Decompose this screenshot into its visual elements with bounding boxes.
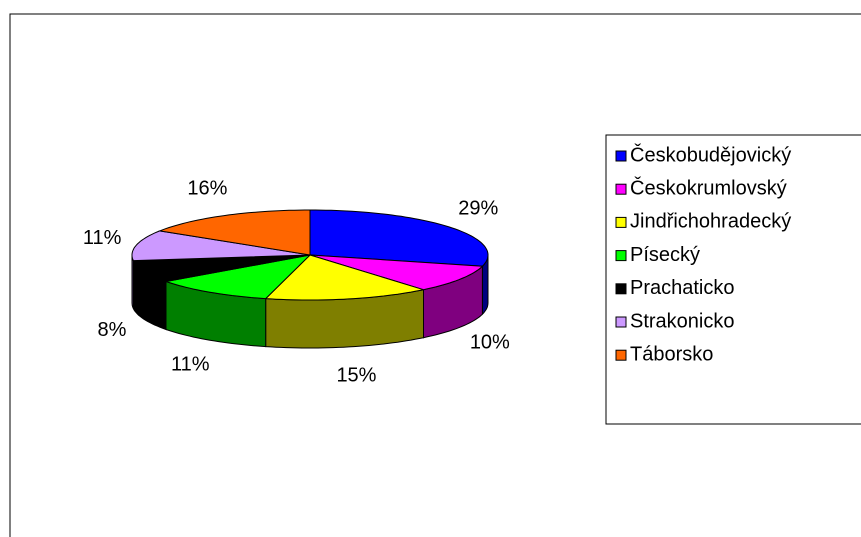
- data-label: 11%: [171, 353, 210, 375]
- pie-slice: [309, 254, 484, 291]
- data-label: 8%: [98, 319, 127, 341]
- pie-slice: [157, 209, 311, 256]
- legend-swatch: [615, 183, 627, 195]
- legend-label: Strakonicko: [630, 310, 735, 332]
- legend-swatch: [615, 216, 627, 228]
- data-label: 29%: [458, 197, 498, 219]
- legend-label: Českokrumlovský: [630, 176, 787, 199]
- legend-label: Jindřichohradecký: [630, 211, 791, 233]
- legend-label: Písecký: [630, 244, 700, 266]
- pie-slice: [165, 254, 312, 300]
- chart-frame: [9, 13, 861, 537]
- legend-swatch: [615, 349, 627, 361]
- legend-swatch: [615, 150, 627, 162]
- data-label: 16%: [187, 178, 227, 200]
- legend-swatch: [615, 283, 627, 295]
- legend-box: [605, 134, 861, 425]
- legend-label: Prachaticko: [630, 277, 735, 299]
- pie-slice: [264, 254, 424, 301]
- pie-slice: [132, 254, 311, 283]
- pie-slice: [309, 209, 489, 267]
- pie-slice: [131, 230, 311, 262]
- pie-side: [131, 254, 134, 309]
- data-label: 15%: [336, 364, 376, 386]
- legend-swatch: [615, 316, 627, 328]
- data-label: 11%: [83, 227, 122, 249]
- legend-swatch: [615, 250, 627, 262]
- legend-label: Táborsko: [630, 343, 713, 365]
- legend-label: Českobudějovický: [630, 143, 791, 166]
- data-label: 10%: [470, 331, 510, 353]
